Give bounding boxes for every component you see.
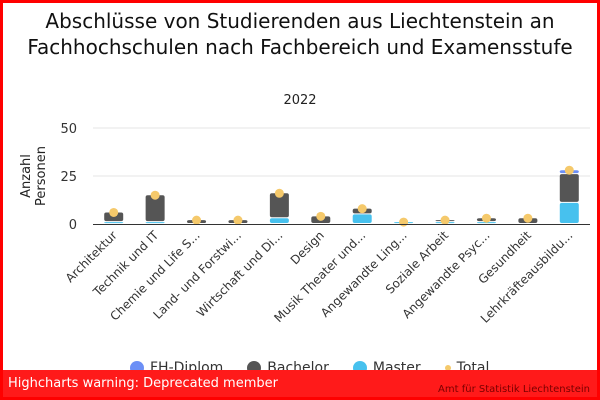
total-marker (150, 190, 160, 200)
legend-symbol-icon (444, 365, 451, 371)
bar-master (145, 222, 165, 224)
bar-master (269, 218, 289, 223)
bar-bachelor (269, 193, 289, 218)
y-axis-title: AnzahlPersonen (19, 146, 49, 206)
bar-bachelor (559, 174, 579, 202)
total-marker (192, 215, 202, 225)
credits[interactable]: Amt für Statistik Liechtenstein (438, 384, 590, 395)
total-marker (399, 217, 409, 227)
total-marker (274, 188, 284, 198)
y-tick-label: 25 (60, 170, 77, 185)
total-marker (109, 207, 119, 217)
total-marker (357, 204, 367, 214)
chart-subtitle: 2022 (283, 93, 317, 108)
x-tick-label: Design (288, 228, 327, 267)
y-tick-label: 0 (69, 218, 77, 233)
y-tick-label: 50 (60, 122, 77, 137)
chart-title: Abschlüsse von Studierenden aus Liechten… (27, 9, 573, 59)
bar-bachelor (145, 195, 165, 222)
total-marker (564, 165, 574, 175)
total-marker (523, 213, 533, 223)
total-marker (440, 215, 450, 225)
warning-banner: Highcharts warning: Deprecated member (3, 370, 597, 397)
bar-master (352, 214, 372, 223)
total-marker (481, 213, 491, 223)
total-marker (233, 215, 243, 225)
total-marker (316, 211, 326, 221)
bar-master (559, 202, 579, 223)
bar-master (104, 222, 124, 224)
